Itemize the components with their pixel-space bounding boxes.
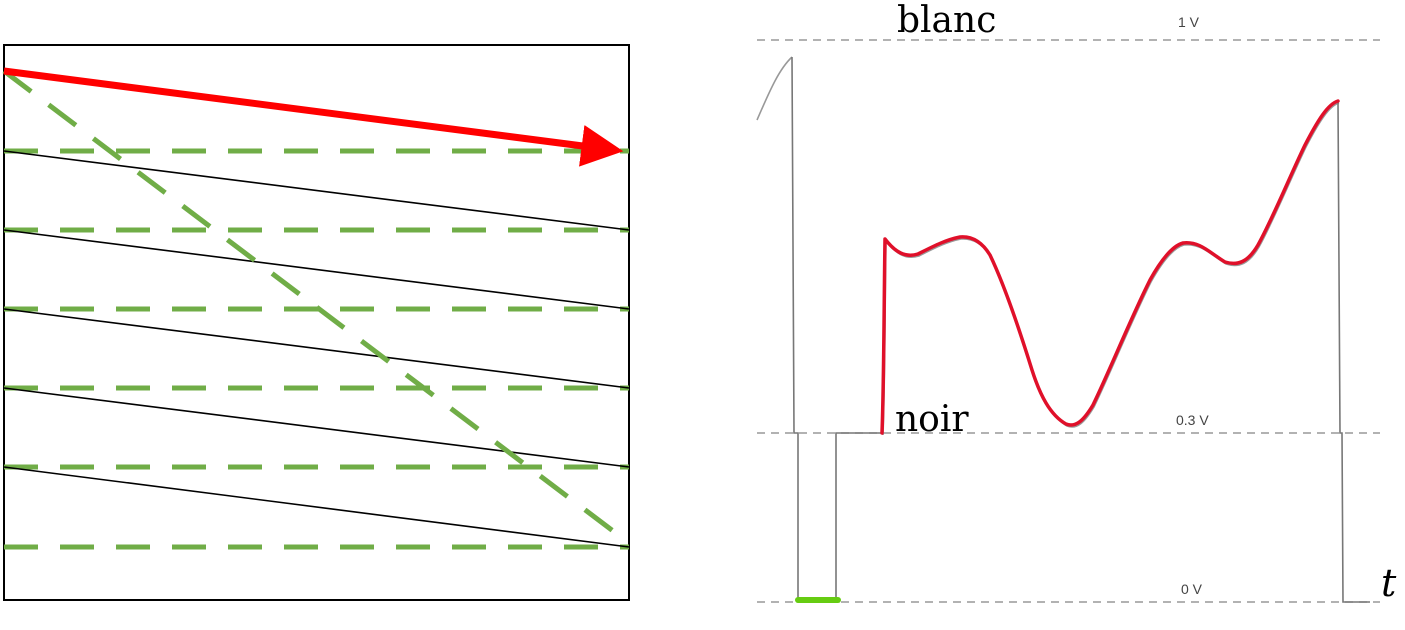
post-line-edge	[1337, 100, 1370, 603]
white-level-voltage: 1 V	[1178, 14, 1200, 30]
signal-shadow	[882, 102, 1340, 436]
black-level-label: noir	[895, 399, 969, 440]
scan-line	[3, 387, 630, 468]
scan-line	[3, 150, 630, 231]
vertical-retrace-line	[2, 69, 631, 545]
black-level-voltage: 0.3 V	[1176, 412, 1209, 428]
white-level-label: blanc	[897, 0, 996, 41]
video-signal-curve	[880, 99, 1340, 435]
raster-scan-diagram	[2, 44, 631, 601]
scan-line	[3, 466, 630, 548]
zero-level-voltage: 0 V	[1181, 581, 1203, 597]
time-axis-label: t	[1381, 561, 1397, 605]
first-scan-line-arrow	[3, 67, 624, 167]
video-signal-diagram: blanc 1 V noir 0.3 V 0 V t	[756, 0, 1397, 605]
scan-line	[3, 229, 630, 310]
scan-line	[3, 308, 630, 389]
screen-frame	[3, 44, 630, 601]
blanking-waveform	[791, 56, 882, 603]
previous-line-tail	[756, 56, 793, 121]
